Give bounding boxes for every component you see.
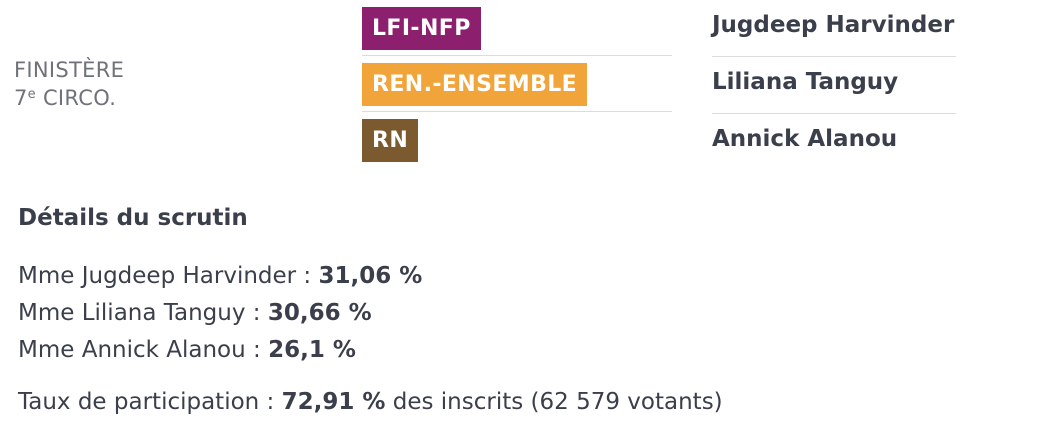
candidate-name: Jugdeep Harvinder	[712, 12, 955, 38]
details-title: Détails du scrutin	[18, 205, 248, 231]
party-badge-ren-ensemble: REN.-ENSEMBLE	[362, 63, 588, 106]
results-list: Mme Jugdeep Harvinder : 31,06 % Mme Lili…	[18, 258, 422, 369]
candidate-row: Liliana Tanguy	[712, 57, 956, 114]
result-line: Mme Liliana Tanguy : 30,66 %	[18, 295, 422, 332]
result-line: Mme Annick Alanou : 26,1 %	[18, 332, 422, 369]
result-value: 30,66 %	[267, 300, 372, 326]
turnout-prefix: Taux de participation :	[18, 389, 282, 415]
result-value: 26,1 %	[268, 337, 356, 363]
result-value: 31,06 %	[318, 263, 423, 289]
party-row: RN	[362, 112, 672, 167]
turnout-line: Taux de participation : 72,91 % des insc…	[18, 384, 723, 421]
turnout-suffix: des inscrits (62 579 votants)	[385, 389, 723, 415]
result-label: Mme Annick Alanou :	[18, 337, 269, 363]
result-label: Mme Jugdeep Harvinder :	[18, 263, 319, 289]
result-line: Mme Jugdeep Harvinder : 31,06 %	[18, 258, 422, 295]
candidate-name: Annick Alanou	[712, 126, 898, 152]
circo-number: 7e CIRCO.	[14, 86, 117, 110]
party-badge-lfi-nfp: LFI-NFP	[362, 7, 481, 50]
candidate-list: Jugdeep Harvinder Liliana Tanguy Annick …	[712, 0, 956, 170]
result-label: Mme Liliana Tanguy :	[18, 300, 268, 326]
turnout-value: 72,91 %	[281, 389, 386, 415]
party-row: LFI-NFP	[362, 0, 672, 56]
party-badge-rn: RN	[362, 119, 419, 162]
party-row: REN.-ENSEMBLE	[362, 56, 672, 112]
candidate-name: Liliana Tanguy	[712, 69, 899, 95]
party-list: LFI-NFP REN.-ENSEMBLE RN	[362, 0, 672, 167]
department-name: FINISTÈRE	[14, 58, 125, 82]
circonscription-label: FINISTÈRE 7e CIRCO.	[14, 56, 124, 112]
candidate-row: Jugdeep Harvinder	[712, 0, 956, 57]
candidate-row: Annick Alanou	[712, 114, 956, 170]
